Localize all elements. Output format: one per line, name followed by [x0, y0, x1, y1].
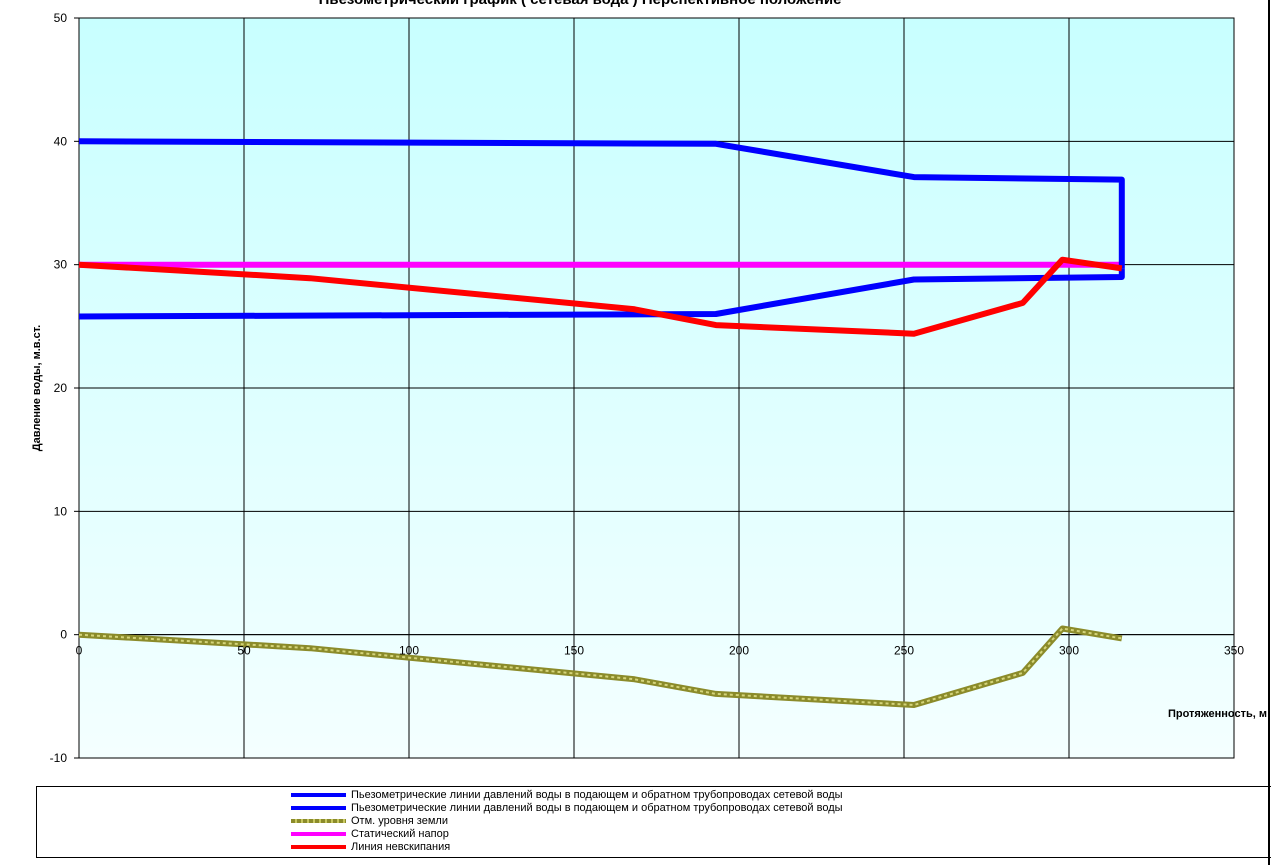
legend-item-supply-return-1: Пьезометрические линии давлений воды в п… [291, 789, 843, 801]
x-tick-label: 150 [564, 644, 584, 658]
legend-label: Пьезометрические линии давлений воды в п… [351, 802, 843, 814]
legend: Пьезометрические линии давлений воды в п… [36, 786, 1271, 858]
y-axis-title: Давление воды, м.в.ст. [31, 325, 43, 451]
y-tick-label: 40 [54, 134, 68, 148]
legend-item-supply-return-2: Пьезометрические линии давлений воды в п… [291, 802, 843, 814]
y-tick-label: 20 [54, 381, 68, 395]
series-supply-line [78, 138, 1125, 269]
right-border [1268, 0, 1270, 865]
legend-label: Линия невскипания [351, 841, 451, 853]
tick-labels: -10 0 10 20 30 40 50 0 50 100 150 200 250 300 350 [50, 11, 1245, 765]
x-tick-label: 100 [399, 644, 419, 658]
y-tick-label: 30 [54, 258, 68, 272]
legend-item-non-boiling: Линия невскипания [291, 841, 450, 853]
series-return-line [78, 268, 1125, 320]
y-tick-label: -10 [50, 751, 68, 765]
x-tick-label: 0 [76, 644, 83, 658]
y-tick-label: 50 [54, 11, 68, 25]
legend-swatch-red [291, 845, 346, 849]
legend-swatch-magenta [291, 832, 346, 836]
legend-item-static-head: Статический напор [291, 828, 449, 840]
legend-label: Отм. уровня земли [351, 815, 448, 827]
x-tick-label: 50 [237, 644, 251, 658]
x-tick-label: 200 [729, 644, 749, 658]
y-tick-label: 10 [54, 504, 68, 518]
x-tick-label: 350 [1224, 644, 1244, 658]
series-lines [78, 138, 1125, 708]
legend-label: Статический напор [351, 828, 449, 840]
x-tick-label: 250 [894, 644, 914, 658]
series-ground-level-dash [78, 627, 1122, 706]
legend-swatch-olive-dashed [291, 819, 346, 823]
chart-title: Пьезометрический график ( сетевая вода )… [319, 0, 842, 8]
legend-label: Пьезометрические линии давлений воды в п… [351, 789, 843, 801]
legend-swatch-blue [291, 806, 346, 810]
series-non-boiling-line [78, 256, 1123, 337]
y-tick-label: 0 [60, 628, 67, 642]
legend-item-ground-level: Отм. уровня земли [291, 815, 448, 827]
x-axis-title: Протяженность, м [1168, 708, 1267, 720]
x-tick-label: 300 [1059, 644, 1079, 658]
legend-swatch-blue [291, 793, 346, 797]
